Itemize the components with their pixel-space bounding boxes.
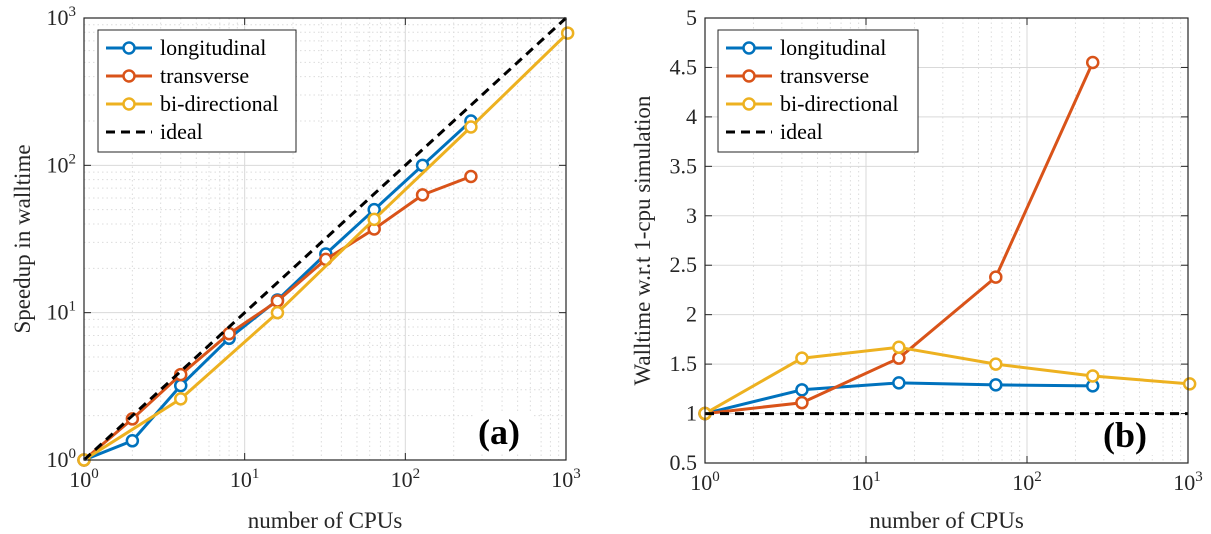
y-tick-label: 3.5 (670, 153, 698, 178)
panel-label: (a) (474, 412, 532, 452)
panel-label-text: (b) (1103, 415, 1147, 455)
data-point-transverse (892, 351, 906, 365)
y-tick-label: 2 (686, 302, 697, 327)
x-tick-label: 103 (1173, 469, 1203, 495)
data-point-longitudinal (989, 378, 1003, 392)
data-point-transverse (464, 169, 478, 184)
y-axis-label: Walltime w.r.t 1-cpu simulation (630, 95, 655, 385)
legend-entry-bi-directional: bi-directional (726, 91, 899, 116)
data-point-bi-directional (173, 392, 188, 406)
series-bi-directional (77, 26, 575, 467)
y-tick-label: 103 (47, 4, 77, 30)
panel-label-text: (a) (478, 412, 520, 452)
series-ideal (82, 16, 568, 462)
data-point-transverse (415, 188, 430, 202)
series-line-ideal (82, 16, 568, 462)
y-tick-label: 1 (686, 401, 697, 426)
y-tick-label: 2.5 (670, 252, 698, 277)
legend-entry-longitudinal: longitudinal (106, 35, 266, 60)
y-tick-label: 0.5 (670, 450, 698, 475)
x-tick-label: 102 (1012, 469, 1042, 495)
legend-label-transverse: transverse (160, 63, 249, 88)
legend-label-longitudinal: longitudinal (780, 35, 886, 60)
x-axis-label: number of CPUs (248, 508, 403, 533)
x-tick-label: 100 (69, 466, 99, 492)
axes-frame (83, 17, 567, 461)
legend-marker-longitudinal (742, 41, 756, 55)
legend-marker-transverse (122, 69, 136, 83)
panel-label-bg (1099, 415, 1157, 455)
data-point-longitudinal (415, 158, 430, 173)
data-point-longitudinal (125, 434, 140, 448)
x-tick-label: 102 (391, 466, 421, 492)
data-point-bi-directional (1085, 369, 1100, 383)
legend-marker-transverse (742, 69, 756, 83)
data-point-bi-directional (560, 26, 575, 40)
data-point-bi-directional (989, 357, 1003, 371)
data-point-transverse (989, 270, 1003, 284)
legend: longitudinal transverse bi-directional idea… (97, 29, 297, 153)
legend: longitudinal transverse bi-directional idea… (717, 29, 919, 153)
legend-entry-longitudinal: longitudinal (726, 35, 886, 60)
legend-label-longitudinal: longitudinal (160, 35, 266, 60)
data-point-longitudinal (892, 376, 906, 390)
legend-entry-ideal: ideal (726, 119, 823, 144)
data-point-transverse (1085, 55, 1100, 70)
data-point-bi-directional (270, 305, 285, 320)
y-tick-label: 1.5 (670, 351, 698, 376)
legend-entry-bi-directional: bi-directional (106, 91, 279, 116)
x-tick-label: 101 (230, 466, 260, 492)
y-tick-label: 101 (47, 299, 77, 325)
data-point-bi-directional (1182, 377, 1197, 391)
panel-a-speedup-chart: 100 101 102 103 100 101 102 103 number of CPUs Sp… (10, 4, 581, 533)
legend-label-transverse: transverse (780, 63, 869, 88)
data-point-transverse (795, 395, 809, 410)
legend-label-ideal: ideal (780, 119, 823, 144)
y-tick-label: 4 (686, 104, 697, 129)
legend-marker-longitudinal (122, 41, 136, 55)
legend-entry-ideal: ideal (106, 119, 203, 144)
series-line-bi-directional (704, 345, 1190, 415)
data-point-transverse (222, 326, 236, 341)
y-tick-label: 4.5 (670, 54, 698, 79)
data-point-bi-directional (795, 351, 809, 365)
data-point-longitudinal (173, 378, 188, 393)
legend-entry-transverse: transverse (106, 63, 249, 88)
axes-frame (704, 17, 1189, 464)
panel-b-walltime-chart: 100 101 102 103 0.5 1 1.5 2 2.5 3 3.5 4 4.5 5 number o… (630, 5, 1203, 533)
y-axis-label: Speedup in walltime (10, 144, 35, 333)
data-point-longitudinal (795, 383, 809, 397)
legend-label-bi-directional: bi-directional (160, 91, 279, 116)
series-line-bi-directional (83, 32, 569, 462)
legend-marker-bi-directional (122, 97, 136, 111)
y-tick-label: 3 (686, 203, 697, 228)
legend-entry-transverse: transverse (726, 63, 869, 88)
data-point-transverse (270, 294, 285, 308)
x-tick-label: 100 (690, 469, 720, 495)
data-point-bi-directional (892, 340, 906, 355)
legend-label-ideal: ideal (160, 119, 203, 144)
y-tick-label: 102 (47, 151, 77, 177)
x-tick-label: 103 (551, 466, 581, 492)
data-point-bi-directional (464, 120, 478, 134)
x-tick-label: 101 (851, 469, 881, 495)
y-tick-label: 5 (686, 5, 697, 30)
panel-label-bg (474, 412, 532, 452)
x-axis-label: number of CPUs (869, 508, 1024, 533)
legend-label-bi-directional: bi-directional (780, 91, 899, 116)
legend-marker-bi-directional (742, 97, 756, 111)
panel-label: (b) (1099, 415, 1157, 455)
y-tick-label: 100 (47, 446, 77, 472)
data-point-bi-directional (367, 212, 381, 227)
